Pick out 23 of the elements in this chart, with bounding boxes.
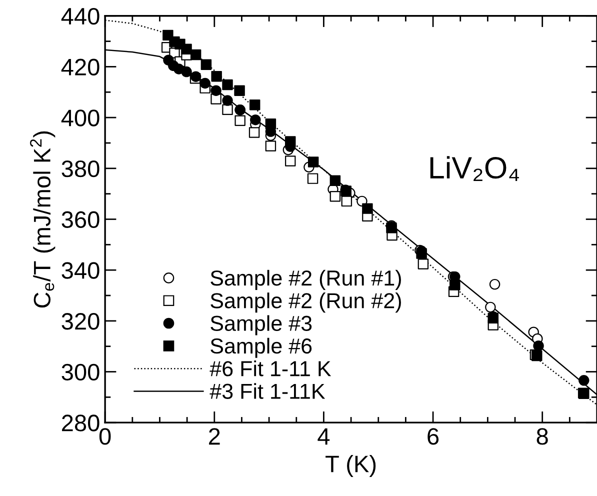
legend-label: #6 Fit 1-11 K	[210, 360, 332, 376]
y-tick-label: 360	[62, 211, 100, 228]
x-tick-label: 0	[99, 428, 111, 445]
y-tick-label: 320	[62, 312, 100, 330]
legend-label: Sample #6	[210, 338, 312, 358]
y-tick-label: 280	[62, 414, 100, 432]
y-tick-label: 440	[61, 8, 100, 25]
legend-label: #3 Fit 1-11K	[210, 383, 326, 399]
x-axis-title: T (K)	[326, 455, 376, 478]
legend-label: Sample #2 (Run #1)	[210, 270, 401, 290]
x-tick-label: 6	[428, 428, 439, 445]
annotation: LiV₂O₄	[430, 156, 519, 181]
y-axis-title: C$_{e}$/T (mJ/mol K$^{2}$)	[30, 131, 56, 308]
y-tick-label: 380	[62, 160, 100, 178]
y-tick-label: 340	[62, 262, 100, 279]
x-tick-label: 4	[318, 428, 330, 445]
y-tick-label: 400	[61, 110, 100, 126]
legend-label: Sample #3	[210, 315, 312, 336]
y-tick-label: 420	[61, 58, 100, 76]
y-tick-label: 300	[62, 364, 100, 381]
x-tick-label: 2	[209, 428, 220, 445]
x-tick-label: 8	[536, 428, 548, 445]
legend-label: Sample #2 (Run #2)	[210, 292, 401, 313]
